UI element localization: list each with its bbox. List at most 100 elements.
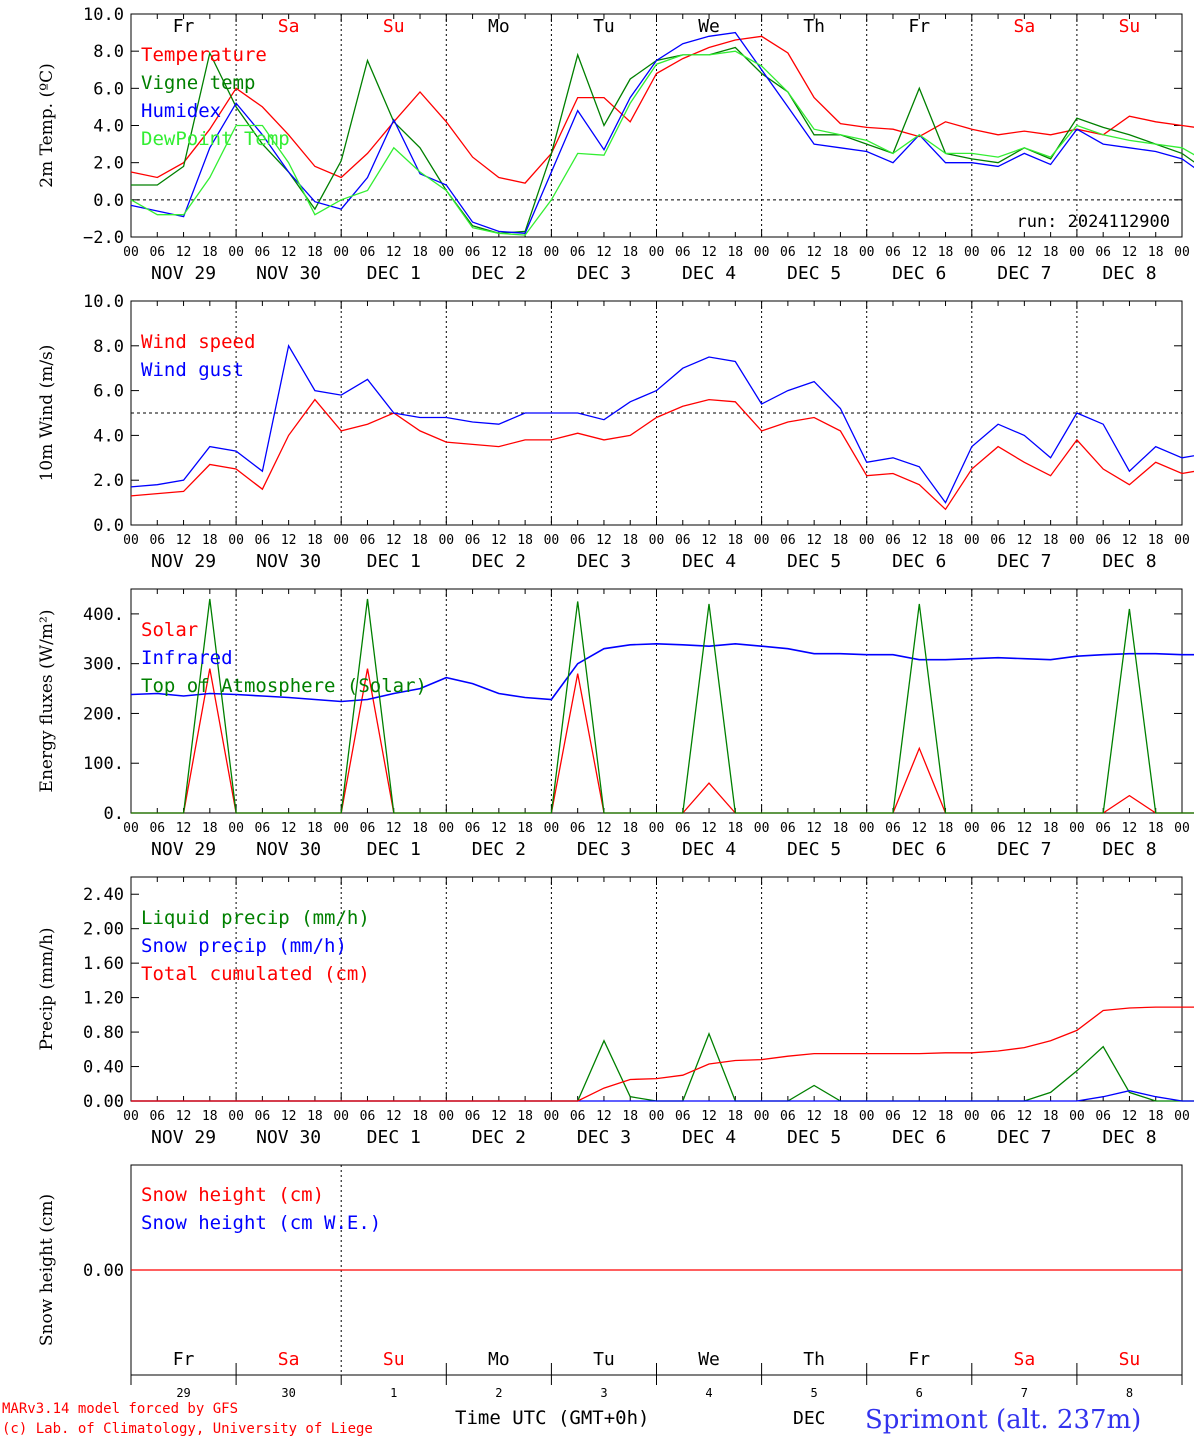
wind-y-axis-label: 10m Wind (m/s)	[37, 345, 57, 482]
y-tick-label: 0.80	[83, 1023, 124, 1043]
hour-tick-label: 18	[412, 533, 428, 548]
day-number-label: 4	[705, 1386, 712, 1400]
hour-tick-label: 18	[202, 1109, 218, 1124]
weekday-label: Mo	[488, 16, 510, 37]
y-tick-label: 10.0	[83, 292, 124, 312]
energy-panel: 0. 100. 200. 300. 400. Energy fluxes (W/m²) So…	[37, 588, 1194, 860]
hour-tick-label: 18	[307, 1109, 323, 1124]
hour-tick-label: 12	[911, 821, 927, 836]
hour-tick-label: 12	[176, 245, 192, 260]
hour-tick-label: 00	[649, 245, 665, 260]
hour-tick-label: 12	[596, 1109, 612, 1124]
date-label: DEC 2	[472, 1127, 526, 1148]
hour-tick-label: 00	[228, 245, 244, 260]
hour-tick-label: 00	[1069, 821, 1085, 836]
series-line-vigne-temp	[131, 46, 1194, 234]
legend-entry: Total cumulated (cm)	[141, 963, 370, 985]
hour-tick-label: 00	[754, 245, 770, 260]
date-label: DEC 4	[682, 263, 736, 284]
precip-y-axis-label: Precip (mm/h)	[37, 927, 57, 1050]
hour-tick-label: 12	[911, 245, 927, 260]
hour-tick-label: 12	[1122, 821, 1138, 836]
hour-tick-label: 00	[123, 1109, 139, 1124]
series-line-dewpoint-temp	[130, 50, 1194, 236]
series-line-top-of-atmosphere-solar-	[131, 598, 1194, 814]
hour-tick-label: 00	[964, 821, 980, 836]
hour-tick-label: 06	[149, 1109, 165, 1124]
y-tick-label: −2.0	[83, 228, 124, 248]
hour-tick-label: 18	[202, 533, 218, 548]
series-line-humidex	[130, 31, 1194, 234]
date-label: DEC 7	[997, 839, 1051, 860]
y-tick-label: 6.0	[93, 79, 124, 99]
weekday-label: We	[698, 16, 720, 37]
hour-tick-label: 06	[1095, 245, 1111, 260]
day-number-label: 7	[1021, 1386, 1028, 1400]
hour-tick-label: 06	[675, 821, 691, 836]
y-tick-label: 2.0	[93, 471, 124, 491]
weekday-label: Mo	[488, 1349, 510, 1370]
hour-tick-label: 06	[360, 1109, 376, 1124]
day-number-label: 3	[600, 1386, 607, 1400]
hour-tick-label: 18	[622, 821, 638, 836]
hour-tick-label: 18	[307, 245, 323, 260]
y-tick-label: 0.0	[93, 191, 124, 211]
hour-tick-label: 18	[517, 533, 533, 548]
date-label: DEC 1	[367, 1127, 421, 1148]
hour-tick-label: 12	[1122, 1109, 1138, 1124]
hour-tick-label: 06	[990, 533, 1006, 548]
day-number-label: 30	[281, 1386, 295, 1400]
hour-tick-label: 00	[228, 821, 244, 836]
hour-tick-label: 12	[701, 245, 717, 260]
weekday-label: Sa	[1014, 16, 1036, 37]
legend-entry: Wind gust	[141, 359, 244, 381]
model-credit-line2: (c) Lab. of Climatology, University of L…	[2, 1421, 373, 1437]
hour-tick-label: 12	[806, 1109, 822, 1124]
hour-tick-label: 18	[938, 245, 954, 260]
hour-tick-label: 00	[754, 821, 770, 836]
legend-entry: Top of Atmosphere (Solar)	[141, 675, 427, 697]
date-label: DEC 8	[1102, 263, 1156, 284]
hour-tick-label: 18	[412, 1109, 428, 1124]
date-label: DEC 5	[787, 263, 841, 284]
hour-tick-label: 18	[938, 533, 954, 548]
date-label: NOV 29	[151, 1127, 216, 1148]
legend-entry: Snow precip (mm/h)	[141, 935, 347, 957]
date-label: NOV 30	[256, 839, 321, 860]
hour-tick-label: 12	[806, 821, 822, 836]
energy-y-axis-label: Energy fluxes (W/m²)	[37, 610, 57, 793]
hour-tick-label: 06	[570, 533, 586, 548]
date-label: DEC 7	[997, 263, 1051, 284]
weekday-label: We	[698, 1349, 720, 1370]
hour-tick-label: 06	[1095, 821, 1111, 836]
hour-tick-label: 06	[675, 533, 691, 548]
day-number-label: 29	[176, 1386, 190, 1400]
hour-tick-label: 18	[1043, 821, 1059, 836]
hour-tick-label: 12	[1017, 533, 1033, 548]
date-label: DEC 1	[367, 551, 421, 572]
date-label: DEC 3	[577, 1127, 631, 1148]
date-label: DEC 5	[787, 551, 841, 572]
date-label: DEC 6	[892, 839, 946, 860]
date-label: NOV 30	[256, 263, 321, 284]
hour-tick-label: 12	[386, 245, 402, 260]
hour-tick-label: 06	[465, 821, 481, 836]
hour-tick-label: 06	[149, 533, 165, 548]
hour-tick-label: 00	[964, 1109, 980, 1124]
hour-tick-label: 00	[1174, 1109, 1190, 1124]
y-tick-label: 2.00	[83, 920, 124, 940]
hour-tick-label: 00	[333, 533, 349, 548]
weekday-label: Fr	[908, 1349, 930, 1370]
hour-tick-label: 06	[990, 1109, 1006, 1124]
y-tick-label: 4.0	[93, 426, 124, 446]
hour-tick-label: 18	[938, 821, 954, 836]
hour-tick-label: 18	[1148, 533, 1164, 548]
hour-tick-label: 00	[649, 533, 665, 548]
hour-tick-label: 06	[465, 533, 481, 548]
hour-tick-label: 12	[386, 533, 402, 548]
y-tick-label: 0.	[104, 804, 124, 824]
hour-tick-label: 00	[1174, 821, 1190, 836]
hour-tick-label: 12	[806, 533, 822, 548]
hour-tick-label: 00	[754, 533, 770, 548]
date-label: DEC 3	[577, 551, 631, 572]
